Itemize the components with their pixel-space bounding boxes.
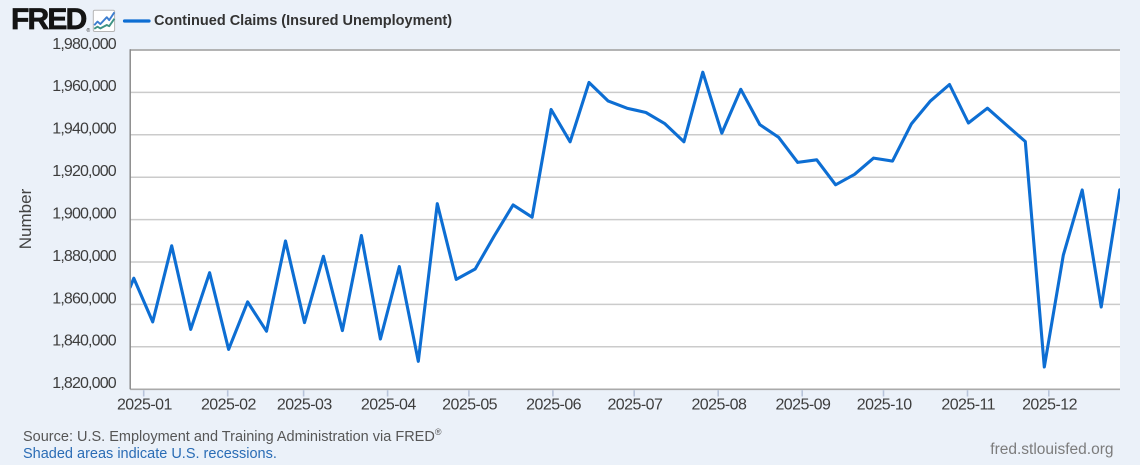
svg-text:2025-02: 2025-02 xyxy=(201,397,257,414)
svg-text:1,880,000: 1,880,000 xyxy=(52,248,116,265)
svg-text:2025-10: 2025-10 xyxy=(857,397,913,414)
svg-text:1,920,000: 1,920,000 xyxy=(52,163,116,180)
svg-text:2025-08: 2025-08 xyxy=(691,397,747,414)
svg-text:1,840,000: 1,840,000 xyxy=(52,333,116,350)
svg-text:1,860,000: 1,860,000 xyxy=(52,290,116,307)
svg-text:Number: Number xyxy=(16,188,35,249)
svg-text:1,940,000: 1,940,000 xyxy=(52,121,116,138)
svg-text:2025-11: 2025-11 xyxy=(941,397,995,414)
svg-text:1,960,000: 1,960,000 xyxy=(52,78,116,95)
svg-text:2025-07: 2025-07 xyxy=(607,397,663,414)
svg-text:2025-01: 2025-01 xyxy=(117,397,173,414)
svg-text:1,980,000: 1,980,000 xyxy=(52,36,116,53)
svg-text:2025-04: 2025-04 xyxy=(361,397,417,414)
svg-text:2025-05: 2025-05 xyxy=(442,397,498,414)
svg-text:2025-03: 2025-03 xyxy=(277,397,333,414)
svg-text:2025-12: 2025-12 xyxy=(1022,397,1078,414)
svg-text:2025-06: 2025-06 xyxy=(526,397,582,414)
svg-text:1,820,000: 1,820,000 xyxy=(52,375,116,392)
svg-text:1,900,000: 1,900,000 xyxy=(52,205,116,222)
svg-text:2025-09: 2025-09 xyxy=(775,397,831,414)
